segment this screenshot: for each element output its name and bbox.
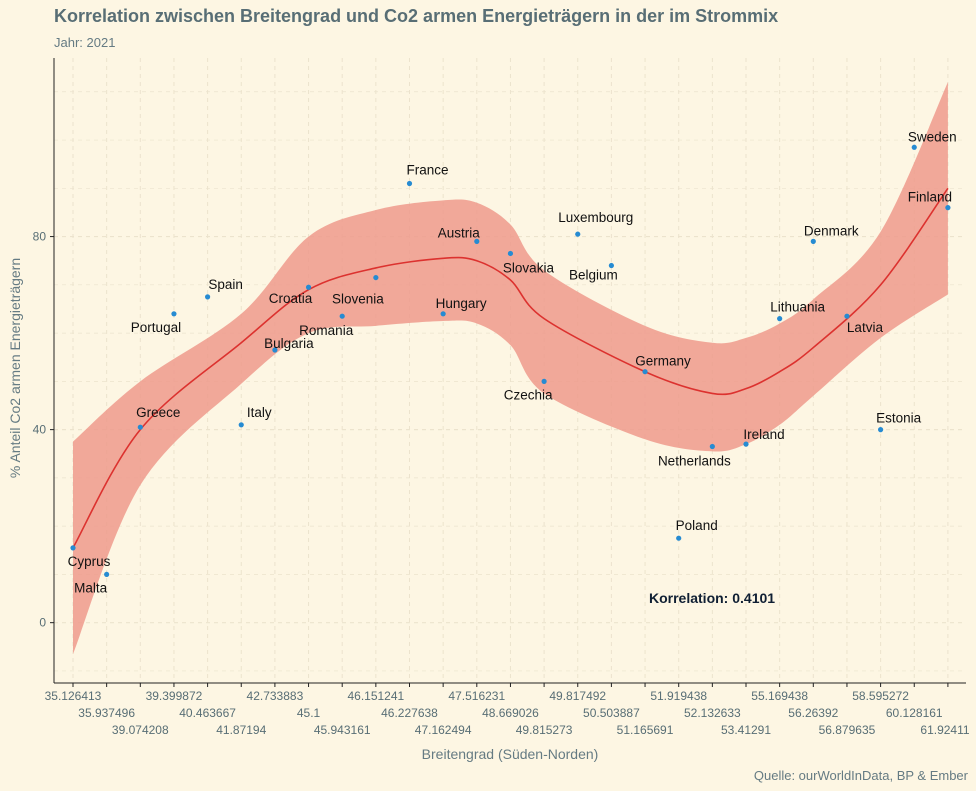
label-lithuania: Lithuania (770, 300, 825, 315)
label-netherlands: Netherlands (658, 454, 731, 469)
data-points (70, 144, 951, 578)
label-greece: Greece (136, 405, 180, 420)
point-germany (642, 369, 648, 375)
x-tick-label: 39.399872 (146, 689, 203, 703)
point-ireland (743, 441, 749, 447)
confidence-band (73, 82, 948, 655)
y-tick-label: 80 (33, 230, 47, 244)
point-poland (676, 535, 682, 541)
x-tick-label: 53.41291 (721, 723, 771, 737)
label-romania: Romania (299, 323, 354, 338)
point-spain (205, 294, 211, 300)
label-malta: Malta (74, 580, 108, 595)
point-slovenia (373, 274, 379, 281)
axes (50, 58, 966, 687)
label-finland: Finland (908, 190, 952, 205)
x-tick-label: 52.132633 (684, 706, 741, 720)
x-tick-label: 58.595272 (852, 689, 909, 703)
label-austria: Austria (438, 225, 481, 240)
x-tick-label: 35.126413 (45, 689, 102, 703)
label-poland: Poland (676, 518, 718, 533)
label-italy: Italy (247, 405, 272, 420)
label-croatia: Croatia (269, 291, 313, 306)
label-luxembourg: Luxembourg (558, 210, 633, 225)
point-cyprus (70, 545, 76, 551)
label-latvia: Latvia (847, 320, 884, 335)
label-czechia: Czechia (504, 387, 553, 402)
x-tick-label: 41.87194 (216, 723, 266, 737)
x-tick-label: 39.074208 (112, 723, 169, 737)
x-axis-title: Breitengrad (Süden-Norden) (422, 746, 599, 762)
label-portugal: Portugal (131, 320, 181, 335)
x-tick-label: 46.227638 (381, 706, 438, 720)
x-tick-label: 50.503887 (583, 706, 640, 720)
y-tick-label: 0 (39, 616, 46, 630)
y-tick-label: 40 (33, 423, 47, 437)
x-tick-label: 49.817492 (549, 689, 606, 703)
x-tick-label: 47.162494 (415, 723, 472, 737)
point-romania (339, 313, 345, 319)
chart-title: Korrelation zwischen Breitengrad und Co2… (54, 6, 779, 26)
point-austria (474, 238, 480, 244)
point-luxembourg (575, 231, 581, 237)
source-caption: Quelle: ourWorldInData, BP & Ember (753, 768, 968, 783)
x-tick-label: 51.165691 (617, 723, 674, 737)
x-tick-label: 56.879635 (819, 723, 876, 737)
label-estonia: Estonia (876, 411, 922, 426)
point-labels: Cyprus Malta Greece Portugal Spain Italy Bulga… (68, 129, 957, 595)
point-malta (104, 571, 110, 578)
x-tick-label: 47.516231 (448, 689, 505, 703)
label-spain: Spain (208, 277, 243, 292)
x-tick-label: 35.937496 (78, 706, 135, 720)
label-ireland: Ireland (743, 427, 784, 442)
point-france (406, 180, 413, 187)
point-lithuania (777, 316, 783, 322)
point-czechia (541, 378, 547, 384)
label-belgium: Belgium (569, 268, 618, 283)
tick-labels: 0 40 80 35.126413 35.937496 39.074208 39.39987… (33, 230, 970, 737)
point-italy (238, 422, 244, 428)
point-bulgaria (272, 347, 278, 353)
x-tick-label: 45.1 (297, 706, 321, 720)
y-axis-title: % Anteil Co2 armen Energieträgern (7, 258, 23, 478)
x-tick-label: 42.733883 (247, 689, 304, 703)
x-tick-label: 46.151241 (347, 689, 404, 703)
x-tick-label: 51.919438 (650, 689, 707, 703)
loess-fit-line (72, 187, 949, 549)
x-tick-label: 56.26392 (788, 706, 838, 720)
label-sweden: Sweden (908, 129, 957, 144)
point-croatia (305, 284, 312, 290)
label-slovenia: Slovenia (332, 292, 384, 307)
point-denmark (810, 238, 816, 244)
point-slovakia (507, 250, 514, 257)
label-france: France (406, 162, 448, 177)
point-hungary (440, 311, 446, 317)
label-hungary: Hungary (436, 296, 487, 311)
label-bulgaria: Bulgaria (264, 336, 314, 351)
point-belgium (608, 262, 615, 269)
chart-subtitle: Jahr: 2021 (54, 35, 116, 50)
correlation-annotation: Korrelation: 0.4101 (649, 590, 775, 606)
point-netherlands (709, 443, 715, 450)
point-sweden (911, 144, 917, 150)
point-portugal (171, 311, 177, 317)
x-tick-label: 49.815273 (516, 723, 573, 737)
label-denmark: Denmark (804, 223, 859, 238)
label-cyprus: Cyprus (68, 554, 111, 569)
x-tick-label: 45.943161 (314, 723, 371, 737)
point-estonia (878, 427, 884, 433)
label-slovakia: Slovakia (503, 260, 555, 275)
point-greece (137, 424, 143, 430)
x-tick-label: 55.169438 (751, 689, 808, 703)
point-finland (945, 205, 951, 211)
x-tick-label: 40.463667 (179, 706, 236, 720)
x-tick-label: 60.128161 (886, 706, 943, 720)
label-germany: Germany (635, 354, 691, 369)
x-tick-label: 48.669026 (482, 706, 539, 720)
x-tick-label: 61.92411 (920, 723, 969, 737)
point-latvia (844, 313, 850, 319)
